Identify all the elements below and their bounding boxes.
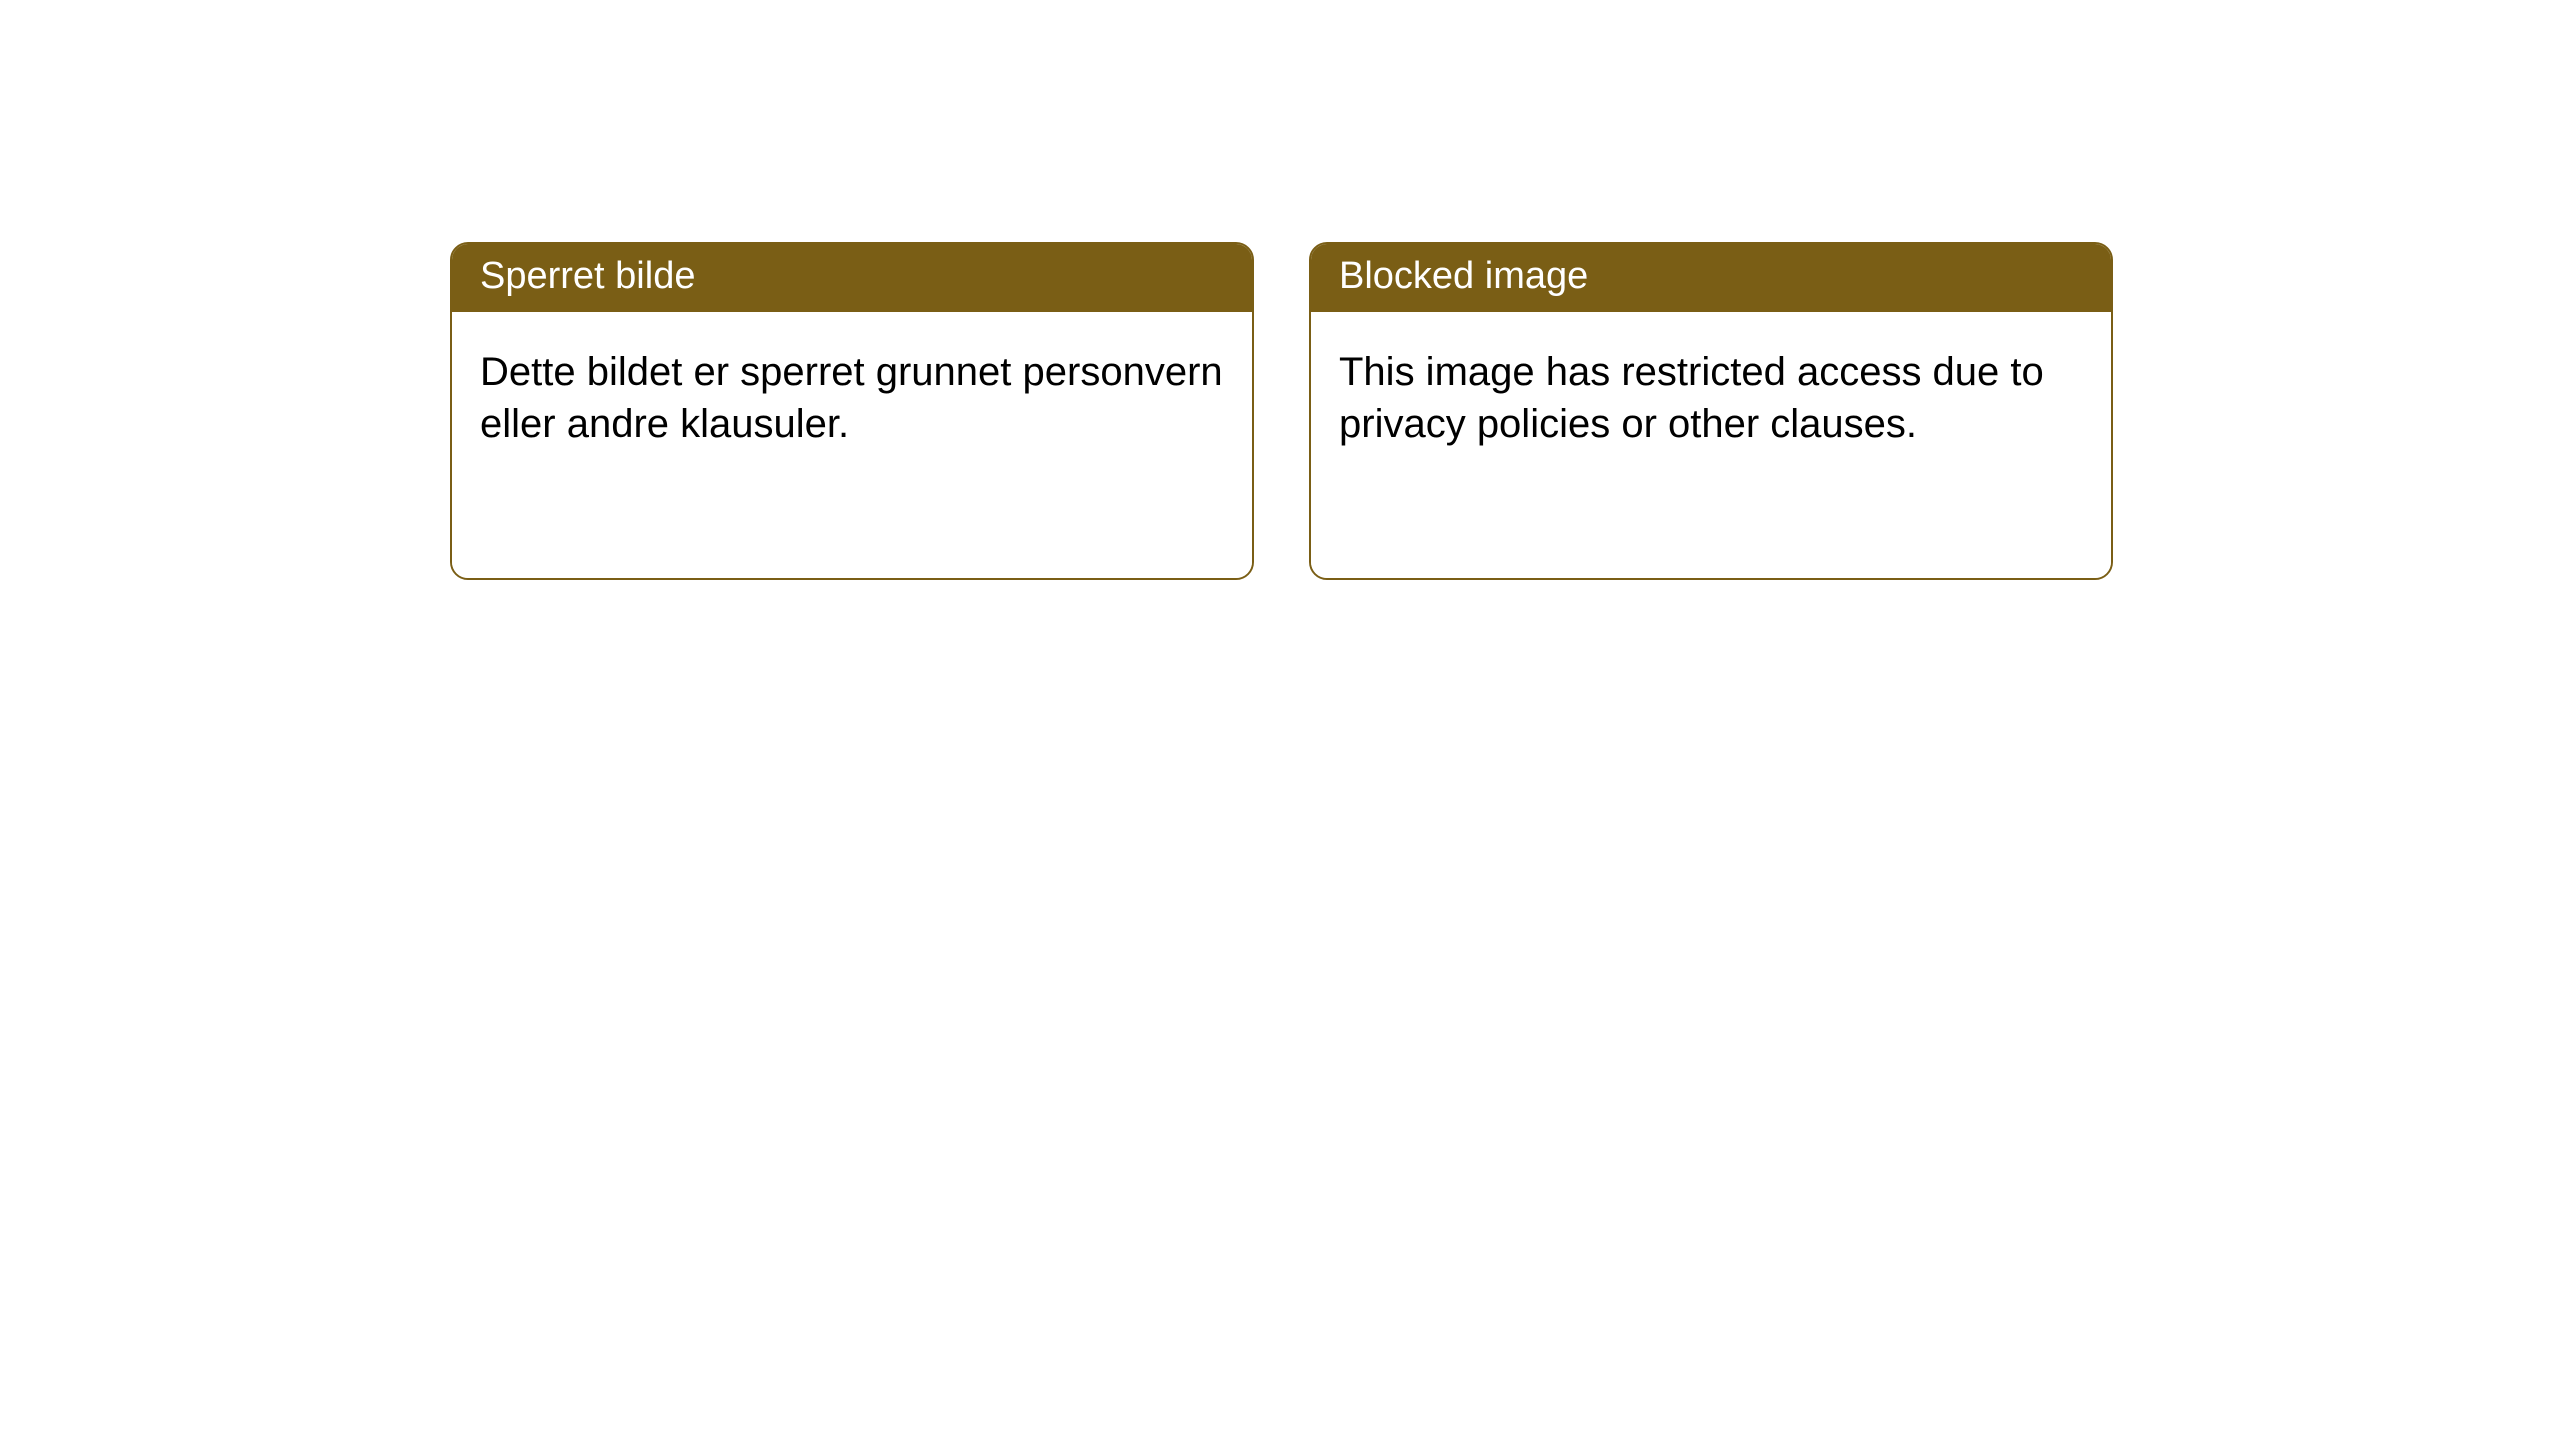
blocked-image-card-english: Blocked image This image has restricted … (1309, 242, 2113, 580)
card-title: Sperret bilde (480, 255, 695, 297)
card-header-norwegian: Sperret bilde (452, 244, 1252, 312)
card-header-english: Blocked image (1311, 244, 2111, 312)
notice-cards-container: Sperret bilde Dette bildet er sperret gr… (0, 0, 2560, 580)
card-body-norwegian: Dette bildet er sperret grunnet personve… (452, 312, 1252, 578)
card-title: Blocked image (1339, 255, 1588, 297)
blocked-image-card-norwegian: Sperret bilde Dette bildet er sperret gr… (450, 242, 1254, 580)
card-body-english: This image has restricted access due to … (1311, 312, 2111, 578)
card-message: Dette bildet er sperret grunnet personve… (480, 350, 1223, 446)
card-message: This image has restricted access due to … (1339, 350, 2044, 446)
